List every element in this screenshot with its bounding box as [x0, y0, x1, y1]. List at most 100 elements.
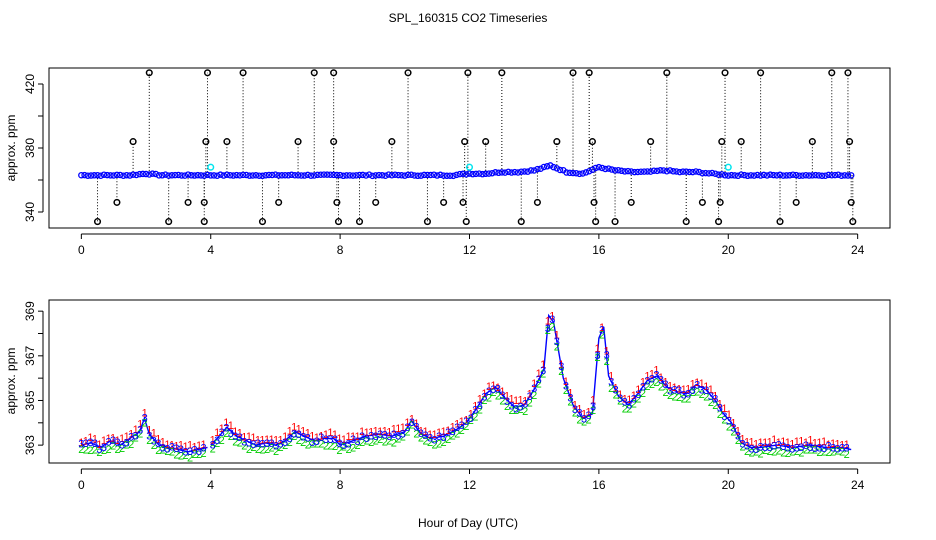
- series-glyph-3: 3: [762, 442, 768, 454]
- series-glyph-1: 1: [92, 433, 98, 445]
- series-glyph-3: 3: [164, 444, 170, 456]
- series-glyph-1: 1: [355, 431, 361, 443]
- series-glyph-1: 1: [336, 433, 342, 445]
- series-glyph-1: 1: [748, 436, 754, 448]
- bottom-plot-frame: [48, 299, 891, 464]
- baseline-marker: [518, 168, 525, 175]
- series-glyph-3: 3: [540, 365, 546, 377]
- baseline-marker: [615, 166, 622, 174]
- spike-marker: [184, 198, 192, 206]
- series-glyph-2: 2: [549, 322, 555, 334]
- series-glyph-3: 3: [119, 440, 125, 452]
- top-x-axis: 0 4 8 12 16 20 24: [78, 233, 865, 257]
- series-glyph-2: 2: [699, 389, 705, 401]
- baseline-marker: [226, 171, 234, 179]
- baseline-marker: [634, 168, 641, 176]
- baseline-marker: [411, 172, 418, 179]
- series-glyph-2: 2: [345, 444, 351, 456]
- baseline-marker: [582, 169, 590, 176]
- series-glyph-1: 1: [730, 417, 736, 429]
- series-glyph-1: 1: [391, 424, 397, 436]
- figure-title: SPL_160315 CO2 Timeseries: [389, 11, 548, 25]
- series-glyph-2: 2: [178, 451, 184, 463]
- series-glyph-1: 1: [604, 346, 610, 358]
- series-glyph-3: 3: [472, 404, 478, 416]
- series-glyph-2: 2: [839, 447, 845, 459]
- series-glyph-2: 2: [812, 444, 818, 456]
- x-tick-label: 0: [78, 478, 85, 492]
- baseline-marker: [184, 171, 192, 178]
- series-glyph-3: 3: [531, 383, 537, 395]
- baseline-marker: [158, 172, 166, 179]
- series-glyph-3: 3: [250, 439, 256, 451]
- baseline-marker: [828, 172, 836, 179]
- baseline-marker: [314, 171, 321, 179]
- baseline-marker: [767, 171, 774, 178]
- series-glyph-2: 2: [776, 445, 782, 457]
- spike-marker: [588, 138, 596, 146]
- series-glyph-2: 2: [155, 445, 161, 457]
- spike-marker: [129, 138, 137, 146]
- baseline-marker: [401, 172, 409, 179]
- series-glyph-3: 3: [585, 410, 591, 422]
- series-glyph-1: 1: [518, 394, 524, 406]
- series-glyph-1: 1: [640, 377, 646, 389]
- series-glyph-1: 1: [296, 424, 302, 436]
- series-glyph-3: 3: [563, 381, 569, 393]
- series-glyph-3: 3: [649, 373, 655, 385]
- baseline-marker: [453, 171, 460, 179]
- series-glyph-3: 3: [377, 429, 383, 441]
- series-glyph-3: 3: [305, 432, 311, 444]
- baseline-marker: [427, 171, 434, 179]
- series-glyph-2: 2: [613, 389, 619, 401]
- series-glyph-3: 3: [146, 431, 152, 443]
- series-glyph-2: 2: [540, 369, 546, 381]
- baseline-marker: [146, 171, 153, 178]
- series-glyph-1: 1: [377, 426, 383, 438]
- baseline-marker: [110, 172, 117, 179]
- series-glyph-2: 2: [563, 385, 569, 397]
- spike-marker: [627, 198, 635, 206]
- baseline-marker: [511, 168, 519, 176]
- baseline-marker: [618, 167, 625, 175]
- series-glyph-3: 3: [495, 384, 501, 396]
- top-spike-markers: [93, 69, 857, 226]
- series-glyph-2: 2: [522, 406, 528, 418]
- series-glyph-1: 1: [549, 310, 555, 322]
- series-glyph-2: 2: [223, 428, 229, 440]
- y-tick-label: 369: [23, 301, 37, 321]
- series-glyph-2: 2: [287, 437, 293, 449]
- series-glyph-2: 2: [268, 442, 274, 454]
- y-tick-label: 340: [23, 202, 37, 222]
- series-glyph-3: 3: [173, 443, 179, 455]
- series-glyph-3: 3: [364, 433, 370, 445]
- series-glyph-3: 3: [391, 429, 397, 441]
- series-glyph-1: 1: [223, 417, 229, 429]
- series-glyph-3: 3: [726, 416, 732, 428]
- series-glyph-3: 3: [400, 429, 406, 441]
- baseline-marker: [113, 171, 121, 179]
- baseline-marker: [508, 169, 515, 176]
- series-glyph-2: 2: [504, 401, 510, 413]
- baseline-marker: [501, 169, 509, 176]
- series-glyph-3: 3: [527, 391, 533, 403]
- y-tick-label: 363: [23, 435, 37, 455]
- series-glyph-1: 1: [825, 439, 831, 451]
- series-glyph-3: 3: [576, 408, 582, 420]
- series-glyph-2: 2: [382, 437, 388, 449]
- series-glyph-1: 1: [427, 429, 433, 441]
- spike-marker: [553, 138, 561, 146]
- baseline-marker: [844, 172, 852, 179]
- series-glyph-2: 2: [595, 352, 601, 364]
- series-glyph-1: 1: [300, 426, 306, 438]
- series-glyph-1: 1: [409, 413, 415, 425]
- series-glyph-3: 3: [825, 441, 831, 453]
- series-glyph-2: 2: [477, 404, 483, 416]
- baseline-marker: [569, 169, 577, 177]
- series-glyph-2: 2: [821, 446, 827, 458]
- series-glyph-1: 1: [160, 436, 166, 448]
- baseline-marker: [372, 172, 379, 179]
- series-glyph-1: 1: [540, 359, 546, 371]
- series-glyph-2: 2: [259, 445, 265, 457]
